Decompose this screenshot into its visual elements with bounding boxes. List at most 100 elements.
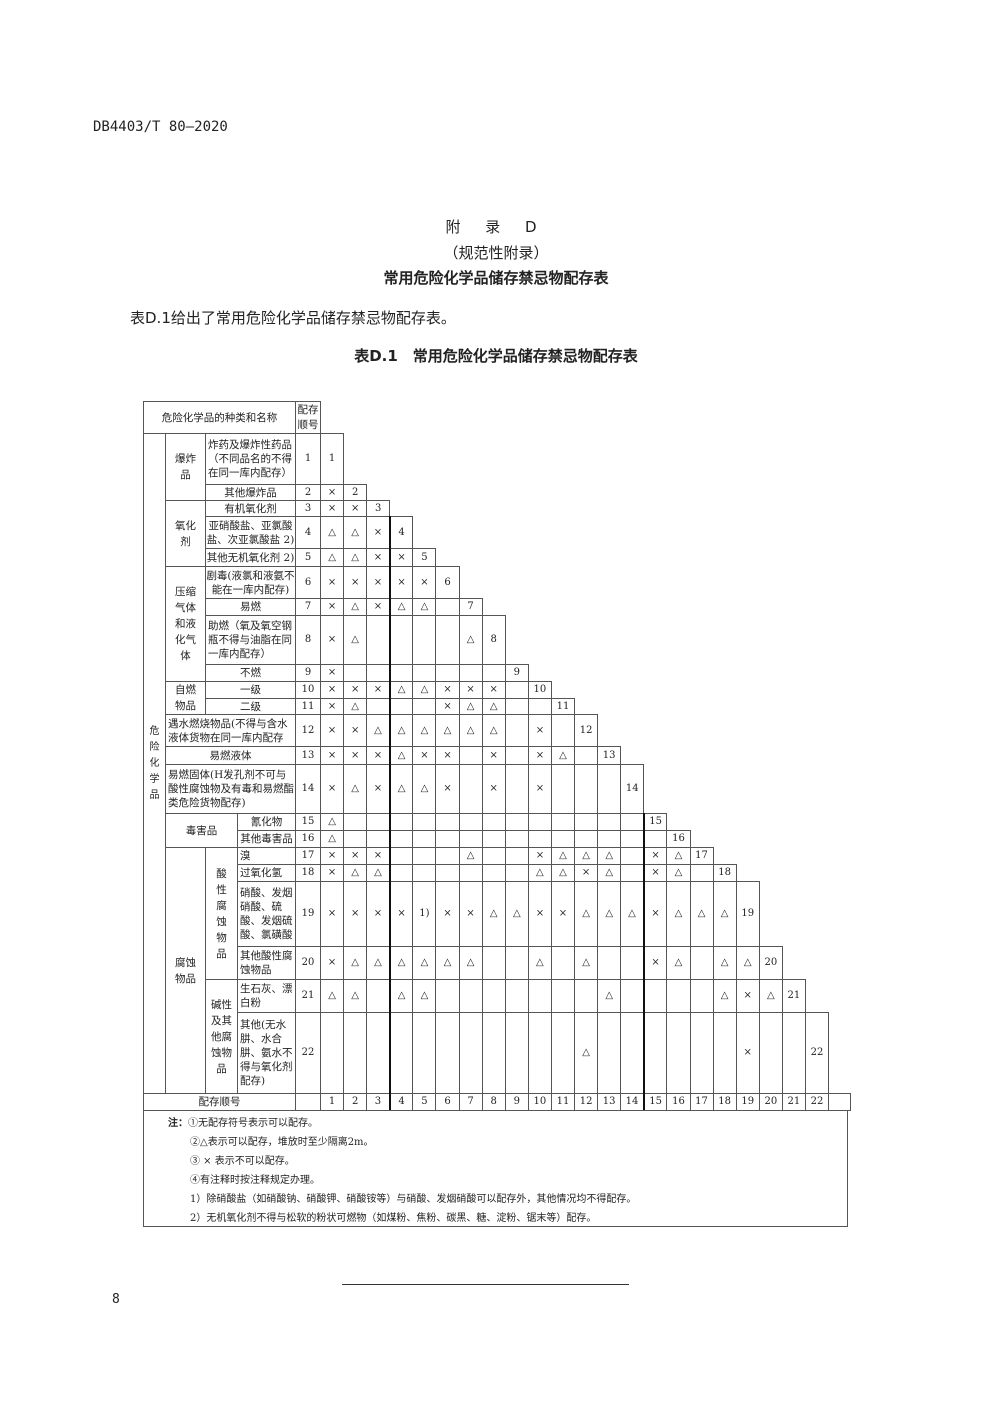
compat-cell: × — [735, 1012, 760, 1094]
empty-cell — [598, 501, 621, 517]
note-item: ④有注释时按注释规定办理。 — [190, 1175, 320, 1186]
empty-cell — [805, 848, 828, 865]
empty-cell — [736, 434, 759, 485]
compat-cell — [412, 664, 437, 682]
empty-cell — [644, 747, 667, 765]
compat-cell: △ — [504, 881, 529, 947]
row-seq-number: 19 — [295, 881, 321, 947]
compat-cell — [574, 764, 599, 814]
empty-cell — [621, 485, 644, 501]
empty-cell — [805, 616, 828, 665]
empty-cell — [482, 402, 505, 434]
empty-cell — [736, 567, 759, 599]
compat-cell: × — [319, 598, 345, 616]
compat-cell: △ — [366, 714, 391, 747]
empty-cell — [528, 485, 551, 501]
empty-cell — [690, 485, 713, 501]
compat-cell: △ — [597, 881, 622, 947]
empty-cell — [644, 402, 667, 434]
empty-cell — [644, 765, 667, 814]
empty-cell — [759, 485, 782, 501]
compat-cell: △ — [597, 979, 622, 1013]
empty-cell — [575, 682, 598, 699]
empty-cell — [575, 501, 598, 517]
table-notes: 注：①无配存符号表示可以配存。 ②△表示可以配存，堆放时至少隔离2m。 ③ × … — [143, 1110, 848, 1227]
row-seq-number: 10 — [295, 681, 321, 699]
compat-cell — [366, 698, 391, 715]
compat-cell: × — [481, 746, 506, 765]
compat-cell — [388, 847, 414, 865]
compat-cell: △ — [574, 1012, 599, 1094]
empty-cell — [713, 699, 736, 715]
compat-cell: × — [319, 484, 345, 501]
intro-paragraph: 表D.1给出了常用危险化学品储存禁忌物配存表。 — [130, 309, 456, 327]
appendix-label: 附 录 D — [445, 218, 547, 236]
compat-cell: △ — [458, 698, 483, 715]
compat-cell — [642, 979, 668, 1013]
empty-cell — [805, 434, 828, 485]
compat-cell: △ — [574, 946, 599, 980]
compat-cell — [458, 664, 483, 682]
compat-cell — [435, 830, 460, 848]
empty-cell — [829, 814, 851, 831]
compat-cell — [550, 946, 576, 980]
compat-cell — [642, 1012, 668, 1094]
empty-cell — [736, 848, 759, 865]
item-name: 其他无机氧化剂 2) — [205, 548, 296, 567]
compat-cell — [504, 864, 529, 882]
empty-cell — [551, 567, 574, 599]
compat-cell — [343, 1012, 368, 1094]
empty-cell — [528, 549, 551, 567]
diagonal-seq: 12 — [574, 714, 599, 747]
compat-cell: △ — [666, 864, 691, 882]
row-seq-number: 22 — [295, 1012, 321, 1094]
column-seq-number: 12 — [574, 1093, 599, 1111]
empty-cell — [482, 567, 505, 599]
empty-cell — [621, 747, 644, 765]
empty-cell — [551, 549, 574, 567]
compat-cell — [481, 664, 506, 682]
compat-cell: × — [642, 864, 668, 882]
compat-cell — [366, 615, 391, 665]
compat-cell — [527, 698, 552, 715]
compat-cell — [412, 847, 437, 865]
compat-cell: △ — [388, 946, 414, 980]
diagonal-seq: 9 — [504, 664, 529, 682]
empty-cell — [690, 765, 713, 814]
diagonal-seq: 21 — [781, 979, 806, 1013]
compat-cell: △ — [319, 516, 345, 549]
item-name: 遇水燃烧物品(不得与含水液体货物在同一库内配存 — [165, 714, 296, 747]
row-seq-number: 6 — [295, 566, 321, 599]
column-seq-number: 19 — [735, 1093, 760, 1111]
empty-cell — [644, 665, 667, 682]
empty-cell — [482, 434, 505, 485]
empty-cell — [759, 848, 782, 865]
empty-cell — [829, 699, 851, 715]
item-name: 炸药及爆炸性药品（不同品名的不得在同一库内配存） — [205, 433, 296, 485]
compat-cell: × — [527, 746, 552, 765]
diagonal-seq: 1 — [319, 433, 345, 485]
empty-cell — [759, 715, 782, 747]
compat-cell — [504, 1012, 529, 1094]
compat-cell — [412, 1012, 437, 1094]
row-seq-number: 15 — [295, 813, 321, 831]
empty-cell — [759, 616, 782, 665]
item-name: 溴 — [237, 847, 296, 865]
empty-cell — [459, 434, 482, 485]
compat-cell — [574, 813, 599, 831]
row-seq-number: 16 — [295, 830, 321, 848]
empty-cell — [644, 501, 667, 517]
empty-cell — [805, 517, 828, 549]
empty-cell — [528, 567, 551, 599]
compat-cell: △ — [412, 681, 437, 699]
empty-cell — [528, 517, 551, 549]
empty-cell — [713, 549, 736, 567]
compat-cell — [435, 1012, 460, 1094]
empty-cell — [551, 665, 574, 682]
compat-cell — [620, 946, 645, 980]
compat-cell — [412, 864, 437, 882]
compat-cell: × — [435, 746, 460, 765]
empty-cell — [644, 517, 667, 549]
diagonal-seq: 19 — [735, 881, 760, 947]
diagonal-seq: 4 — [388, 516, 414, 549]
